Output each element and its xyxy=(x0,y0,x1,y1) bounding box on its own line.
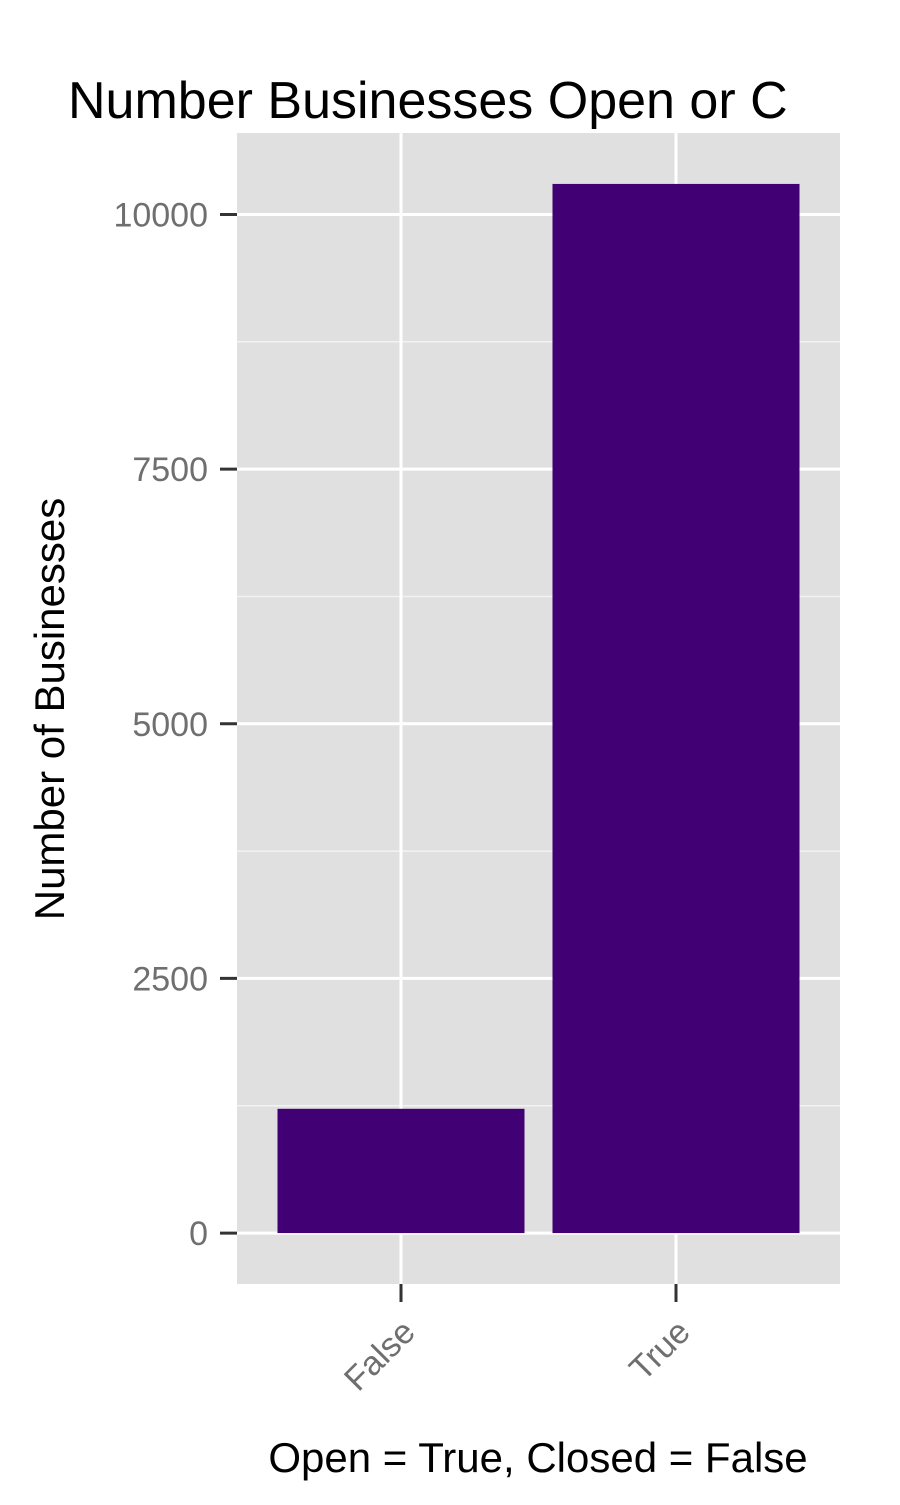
y-tick-label: 7500 xyxy=(132,451,208,489)
bar-false xyxy=(277,1108,525,1234)
y-tick-label: 0 xyxy=(189,1215,208,1253)
x-axis-label: Open = True, Closed = False xyxy=(268,1434,807,1481)
bars-group xyxy=(277,183,800,1234)
y-tick-label: 2500 xyxy=(132,960,208,998)
bar-true xyxy=(552,183,800,1234)
y-tick-label: 5000 xyxy=(132,706,208,744)
y-axis-label: Number of Businesses xyxy=(26,498,73,921)
x-tick-label: False xyxy=(337,1313,423,1399)
x-axis: False True xyxy=(337,1284,698,1398)
y-tick-label: 10000 xyxy=(113,196,208,234)
chart-title: Number Businesses Open or C xyxy=(68,72,788,130)
x-tick-label: True xyxy=(622,1313,697,1388)
y-axis: 0 2500 5000 7500 10000 xyxy=(113,196,237,1253)
